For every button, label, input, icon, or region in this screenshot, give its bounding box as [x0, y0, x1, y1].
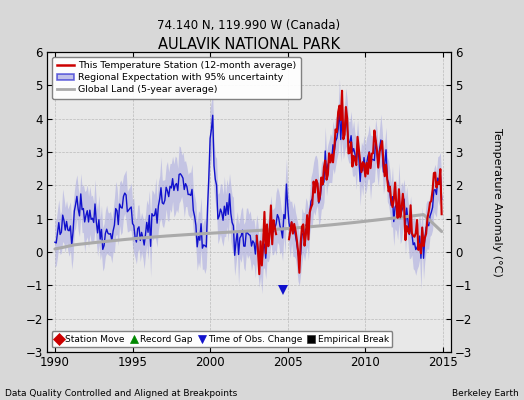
Text: Data Quality Controlled and Aligned at Breakpoints: Data Quality Controlled and Aligned at B… — [5, 389, 237, 398]
Text: 74.140 N, 119.990 W (Canada): 74.140 N, 119.990 W (Canada) — [157, 20, 341, 32]
Text: Berkeley Earth: Berkeley Earth — [452, 389, 519, 398]
Title: AULAVIK NATIONAL PARK: AULAVIK NATIONAL PARK — [158, 37, 340, 52]
Y-axis label: Temperature Anomaly (°C): Temperature Anomaly (°C) — [492, 128, 501, 276]
Legend: Station Move, Record Gap, Time of Obs. Change, Empirical Break: Station Move, Record Gap, Time of Obs. C… — [52, 331, 392, 348]
